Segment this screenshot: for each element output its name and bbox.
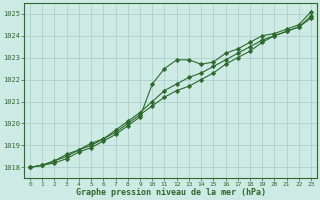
X-axis label: Graphe pression niveau de la mer (hPa): Graphe pression niveau de la mer (hPa) — [76, 188, 266, 197]
